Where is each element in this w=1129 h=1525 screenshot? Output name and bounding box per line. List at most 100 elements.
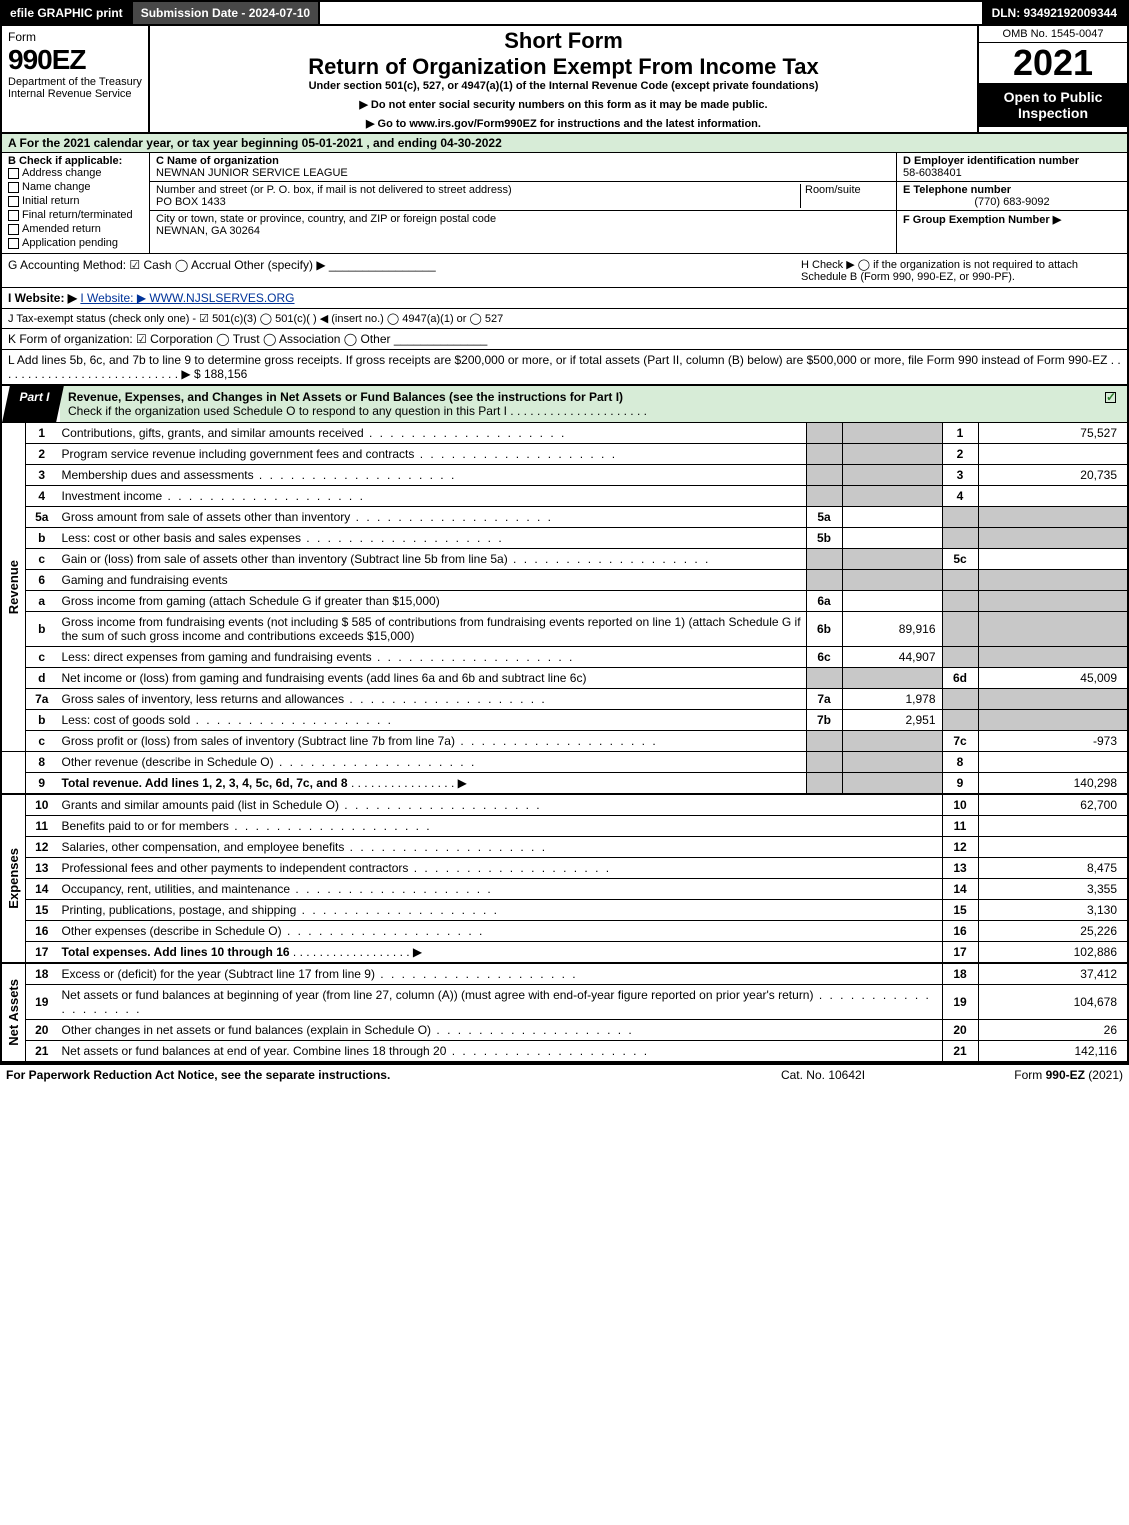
ln14-rval: 3,355	[978, 879, 1128, 900]
ln9-rval: 140,298	[978, 773, 1128, 795]
ln6d-rval: 45,009	[978, 668, 1128, 689]
ln8-rval	[978, 752, 1128, 773]
goto-link[interactable]: ▶ Go to www.irs.gov/Form990EZ for instru…	[156, 117, 971, 130]
block-bcdef: B Check if applicable: Address change Na…	[0, 153, 1129, 254]
chk-amended-return[interactable]: Amended return	[8, 223, 143, 235]
ln6c-num: c	[26, 647, 58, 668]
ln9-desc: Total revenue. Add lines 1, 2, 3, 4, 5c,…	[58, 773, 807, 795]
ln21-desc: Net assets or fund balances at end of ye…	[58, 1041, 943, 1063]
ln6d-num: d	[26, 668, 58, 689]
part1-tab: Part I	[2, 386, 64, 422]
ln3-rnum: 3	[942, 465, 978, 486]
ln6b-desc: Gross income from fundraising events (no…	[58, 612, 807, 647]
ln4-num: 4	[26, 486, 58, 507]
ln21-rnum: 21	[942, 1041, 978, 1063]
ln5c-rval	[978, 549, 1128, 570]
ln10-num: 10	[26, 794, 58, 816]
ln6-desc: Gaming and fundraising events	[58, 570, 807, 591]
col-c-org: C Name of organization NEWNAN JUNIOR SER…	[150, 153, 897, 253]
ln5c-rnum: 5c	[942, 549, 978, 570]
ln19-rval: 104,678	[978, 985, 1128, 1020]
ln7a-sval: 1,978	[842, 689, 942, 710]
ln14-rnum: 14	[942, 879, 978, 900]
room-suite-label: Room/suite	[800, 184, 890, 208]
row-i-website: I Website: ▶ I Website: ▶ WWW.NJSLSERVES…	[0, 288, 1129, 309]
short-form-title: Short Form	[156, 28, 971, 54]
ln21-num: 21	[26, 1041, 58, 1063]
row-l-amount: $ 188,156	[194, 367, 247, 381]
city-value: NEWNAN, GA 30264	[156, 225, 260, 237]
ln6b-snum: 6b	[806, 612, 842, 647]
ln20-desc: Other changes in net assets or fund bala…	[58, 1020, 943, 1041]
submission-date: Submission Date - 2024-07-10	[133, 2, 320, 24]
ln7c-num: c	[26, 731, 58, 752]
ln6d-rnum: 6d	[942, 668, 978, 689]
dept-label: Department of the Treasury	[8, 76, 142, 88]
tax-year: 2021	[979, 43, 1127, 83]
ln12-num: 12	[26, 837, 58, 858]
ln8-rnum: 8	[942, 752, 978, 773]
ln10-rval: 62,700	[978, 794, 1128, 816]
ln6a-snum: 6a	[806, 591, 842, 612]
row-k-form-org: K Form of organization: ☑ Corporation ◯ …	[0, 329, 1129, 350]
city-block: City or town, state or province, country…	[150, 211, 896, 239]
ln8-desc: Other revenue (describe in Schedule O)	[58, 752, 807, 773]
ln15-rval: 3,130	[978, 900, 1128, 921]
ln5a-snum: 5a	[806, 507, 842, 528]
org-name: NEWNAN JUNIOR SERVICE LEAGUE	[156, 167, 348, 179]
ln2-rnum: 2	[942, 444, 978, 465]
ln3-rval: 20,735	[978, 465, 1128, 486]
revenue-side-label: Revenue	[6, 560, 21, 614]
efile-print-button[interactable]: efile GRAPHIC print	[2, 2, 133, 24]
ln11-desc: Benefits paid to or for members	[58, 816, 943, 837]
ln17-rval: 102,886	[978, 942, 1128, 964]
chk-name-change[interactable]: Name change	[8, 181, 143, 193]
phone-value: (770) 683-9092	[903, 196, 1121, 208]
ln12-rval	[978, 837, 1128, 858]
ln6c-sval: 44,907	[842, 647, 942, 668]
part1-schedule-o-check[interactable]	[1095, 386, 1127, 422]
ein-value: 58-6038401	[903, 167, 1121, 179]
row-h-schedule-b: H Check ▶ ◯ if the organization is not r…	[801, 258, 1121, 283]
ln15-desc: Printing, publications, postage, and shi…	[58, 900, 943, 921]
ln5b-sval	[842, 528, 942, 549]
ln6b-sval: 89,916	[842, 612, 942, 647]
ln5b-num: b	[26, 528, 58, 549]
ln9-rnum: 9	[942, 773, 978, 795]
ln4-desc: Investment income	[58, 486, 807, 507]
group-exemption-block: F Group Exemption Number ▶	[897, 211, 1127, 228]
ln13-rval: 8,475	[978, 858, 1128, 879]
ln15-num: 15	[26, 900, 58, 921]
paperwork-notice: For Paperwork Reduction Act Notice, see …	[6, 1068, 723, 1082]
ln7c-desc: Gross profit or (loss) from sales of inv…	[58, 731, 807, 752]
ein-label: D Employer identification number	[903, 155, 1121, 167]
chk-final-return[interactable]: Final return/terminated	[8, 209, 143, 221]
phone-label: E Telephone number	[903, 184, 1121, 196]
part1-table: Revenue 1 Contributions, gifts, grants, …	[0, 423, 1129, 1063]
ln11-rnum: 11	[942, 816, 978, 837]
org-name-label: C Name of organization	[156, 155, 279, 167]
ln6a-num: a	[26, 591, 58, 612]
ein-block: D Employer identification number 58-6038…	[897, 153, 1127, 182]
chk-address-change[interactable]: Address change	[8, 167, 143, 179]
ln2-num: 2	[26, 444, 58, 465]
top-bar: efile GRAPHIC print Submission Date - 20…	[0, 0, 1129, 26]
top-spacer	[320, 2, 983, 24]
ln19-num: 19	[26, 985, 58, 1020]
ln17-num: 17	[26, 942, 58, 964]
org-name-block: C Name of organization NEWNAN JUNIOR SER…	[150, 153, 896, 182]
ln21-rval: 142,116	[978, 1041, 1128, 1063]
ln16-rval: 25,226	[978, 921, 1128, 942]
right-header: OMB No. 1545-0047 2021 Open to Public In…	[977, 26, 1127, 132]
chk-initial-return[interactable]: Initial return	[8, 195, 143, 207]
chk-application-pending[interactable]: Application pending	[8, 237, 143, 249]
footer: For Paperwork Reduction Act Notice, see …	[0, 1063, 1129, 1085]
form-id-block: Form 990EZ Department of the Treasury In…	[2, 26, 150, 132]
form-ref: Form 990-EZ (2021)	[923, 1068, 1123, 1082]
ln7c-rnum: 7c	[942, 731, 978, 752]
ln18-rnum: 18	[942, 963, 978, 985]
website-link[interactable]: I Website: ▶ WWW.NJSLSERVES.ORG	[80, 291, 294, 305]
col-b-title: B Check if applicable:	[8, 155, 143, 167]
ln6b-num: b	[26, 612, 58, 647]
ln16-num: 16	[26, 921, 58, 942]
